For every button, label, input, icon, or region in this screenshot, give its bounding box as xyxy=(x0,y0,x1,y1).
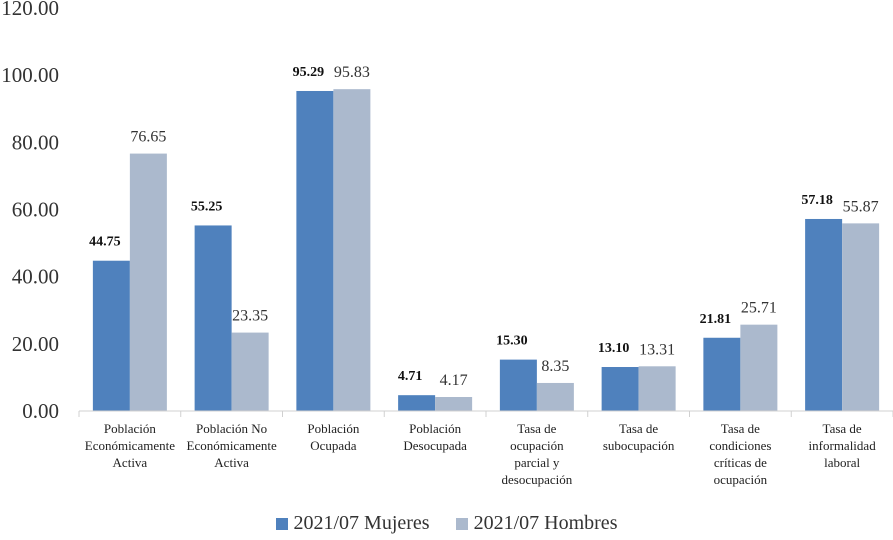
legend-label-hombres: 2021/07 Hombres xyxy=(473,512,618,534)
x-category-label-line: Población xyxy=(104,421,156,436)
bar-mujeres xyxy=(194,225,232,411)
data-label-hombres: 8.35 xyxy=(541,358,569,375)
y-tick-label: 40.00 xyxy=(12,265,59,289)
bar-mujeres xyxy=(398,395,436,411)
x-category-label-line: informalidad xyxy=(809,438,877,453)
x-category-label-line: Tasa de xyxy=(721,421,760,436)
y-tick-label: 100.00 xyxy=(1,63,59,87)
bar-hombres xyxy=(536,382,574,411)
bar-hombres xyxy=(740,324,778,411)
data-label-mujeres: 21.81 xyxy=(700,312,732,327)
bar-hombres xyxy=(231,332,269,411)
bar-hombres xyxy=(129,153,167,412)
data-label-hombres: 13.31 xyxy=(639,341,675,358)
x-category-label-line: parcial y xyxy=(514,455,560,470)
bar-mujeres xyxy=(296,90,334,412)
y-tick-label: 20.00 xyxy=(12,332,59,356)
bar-hombres xyxy=(435,396,473,411)
x-category-label: Población Ocupada xyxy=(307,421,359,453)
data-label-mujeres: 13.10 xyxy=(598,341,630,356)
legend-item-mujeres: 2021/07 Mujeres xyxy=(275,512,430,535)
x-category-label-line: desocupación xyxy=(501,472,572,487)
y-tick-label: 0.00 xyxy=(22,399,59,423)
x-category-label-line: Tasa de xyxy=(619,421,658,436)
data-label-mujeres: 95.29 xyxy=(293,65,325,80)
data-label-hombres: 95.83 xyxy=(334,64,370,81)
legend-swatch-hombres xyxy=(455,517,468,530)
x-category-label-line: Ocupada xyxy=(310,438,356,453)
data-label-hombres: 55.87 xyxy=(843,198,879,215)
x-category-label-line: condiciones xyxy=(709,438,771,453)
x-category-label-line: Población xyxy=(409,421,461,436)
data-labels: 44.75 55.25 95.29 4.71 15.30 13.10 21.81 57.18 7… xyxy=(89,64,879,389)
data-label-mujeres: 15.30 xyxy=(496,334,528,349)
x-category-label-line: Tasa de xyxy=(517,421,556,436)
x-category-label: Tasa de subocupación xyxy=(603,421,675,453)
x-category-label: Población Económicamente Activa xyxy=(85,421,175,470)
legend-swatch-mujeres xyxy=(275,517,288,530)
y-tick-label: 120.00 xyxy=(1,0,59,20)
x-category-label-line: Población xyxy=(307,421,359,436)
legend-item-hombres: 2021/07 Hombres xyxy=(455,512,618,535)
bar-hombres xyxy=(333,89,371,412)
x-category-label-line: Activa xyxy=(113,455,148,470)
x-axis-tick-marks xyxy=(78,411,893,417)
legend-label-mujeres: 2021/07 Mujeres xyxy=(293,512,430,534)
data-label-mujeres: 44.75 xyxy=(89,235,121,250)
x-category-label-line: ocupación xyxy=(714,472,768,487)
bar-mujeres xyxy=(92,260,130,411)
data-label-mujeres: 55.25 xyxy=(191,199,223,214)
x-category-label-line: Desocupada xyxy=(403,438,467,453)
x-category-label-line: Tasa de xyxy=(823,421,862,436)
x-category-label-line: laboral xyxy=(824,455,860,470)
data-label-hombres: 76.65 xyxy=(130,129,166,146)
bar-hombres xyxy=(638,366,676,411)
bar-hombres xyxy=(842,223,880,411)
x-category-label-line: Activa xyxy=(214,455,249,470)
y-axis-ticks: 0.00 20.00 40.00 60.00 80.00 100.00 120.00 xyxy=(1,0,59,423)
data-label-hombres: 23.35 xyxy=(232,308,268,325)
bar-mujeres xyxy=(703,337,741,411)
x-category-label-line: Económicamente xyxy=(85,438,175,453)
y-tick-label: 80.00 xyxy=(12,130,59,154)
x-category-label: Tasa de informalidad laboral xyxy=(809,421,877,470)
x-category-label-line: Económicamente xyxy=(187,438,277,453)
x-category-label: Población Desocupada xyxy=(403,421,467,453)
x-category-label-line: subocupación xyxy=(603,438,675,453)
x-category-label: Población No Económicamente Activa xyxy=(187,421,277,470)
x-category-label-line: críticas de xyxy=(714,455,767,470)
x-category-label: Tasa de ocupación parcial y desocupación xyxy=(501,421,572,487)
data-label-mujeres: 57.18 xyxy=(801,193,833,208)
x-category-label: Tasa de condiciones críticas de ocupación xyxy=(709,421,771,487)
y-tick-label: 60.00 xyxy=(12,198,59,222)
bar-series xyxy=(92,89,880,412)
legend: 2021/07 Mujeres 2021/07 Hombres xyxy=(0,512,893,535)
data-label-hombres: 25.71 xyxy=(741,300,777,317)
bar-mujeres xyxy=(499,359,537,411)
x-category-label-line: ocupación xyxy=(510,438,564,453)
x-category-label-line: Población No xyxy=(196,421,267,436)
bar-mujeres xyxy=(601,367,639,411)
data-label-mujeres: 4.71 xyxy=(398,369,423,384)
bar-mujeres xyxy=(805,218,843,411)
data-label-hombres: 4.17 xyxy=(440,372,468,389)
bar-chart: 0.00 20.00 40.00 60.00 80.00 100.00 120.00 44.… xyxy=(1,0,893,487)
